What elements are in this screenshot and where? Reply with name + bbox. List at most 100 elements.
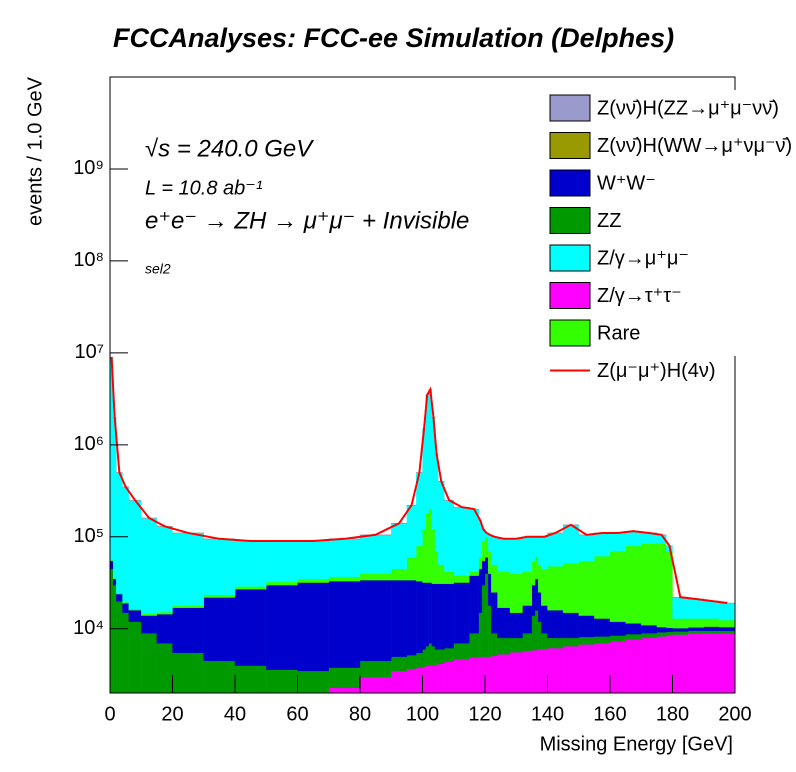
histogram-bar <box>491 564 498 593</box>
histogram-bar <box>609 550 626 622</box>
x-tick-label: 0 <box>104 703 115 725</box>
histogram-bar <box>531 536 536 562</box>
histogram-bar <box>666 550 673 628</box>
legend-label: Z/γ→μ⁺μ⁻ <box>597 247 689 269</box>
histogram-bar <box>562 637 579 647</box>
histogram-bar <box>656 543 667 628</box>
histogram-bar <box>453 582 470 644</box>
histogram-bar <box>469 508 479 572</box>
y-tick-label: 10⁴ <box>73 617 104 639</box>
histogram-bar <box>541 648 548 693</box>
histogram-bar <box>487 534 492 552</box>
histogram-bar <box>391 656 408 672</box>
histogram-bar <box>481 584 486 657</box>
x-tick-label: 120 <box>468 703 501 725</box>
legend-label: Rare <box>597 322 640 344</box>
histogram-bar <box>509 637 523 653</box>
histogram-bar <box>656 631 667 637</box>
histogram-bar <box>431 583 436 647</box>
y-axis-label: events / 1.0 GeV <box>24 76 46 226</box>
legend-swatch <box>549 282 591 309</box>
histogram-bar <box>434 648 439 665</box>
histogram-bar <box>719 619 735 628</box>
histogram-bar <box>578 615 595 638</box>
histogram-bar <box>156 526 173 613</box>
y-tick-label: 10⁸ <box>73 249 104 271</box>
histogram-bar <box>391 579 408 657</box>
histogram-bar <box>547 637 564 649</box>
histogram-bar <box>578 560 595 616</box>
legend-label: Z(νν̄)H(ZZ→μ⁺μ⁻νν̄) <box>597 97 779 119</box>
histogram-bar <box>469 575 479 634</box>
histogram-bar <box>687 618 704 628</box>
histogram-bar <box>666 635 673 693</box>
histogram-bar <box>537 591 542 622</box>
histogram-bar <box>416 652 423 668</box>
histogram-bar <box>437 583 445 650</box>
histogram-bar <box>437 564 445 584</box>
histogram-bar <box>625 622 642 635</box>
histogram-bar <box>428 582 433 644</box>
histogram-bar <box>522 571 533 606</box>
histogram-bar <box>594 555 611 619</box>
histogram-bar <box>522 632 533 651</box>
histogram-bar <box>625 545 642 624</box>
histogram-bar <box>444 583 454 649</box>
histogram-bar <box>416 545 423 582</box>
histogram-bar <box>541 568 548 606</box>
histogram-bar <box>234 540 267 587</box>
histogram-bar <box>656 626 667 633</box>
histogram-bar <box>491 655 498 693</box>
histogram-bar <box>122 602 129 613</box>
histogram-bar <box>469 657 479 693</box>
histogram-bar <box>687 632 704 693</box>
histogram-bar <box>469 632 479 658</box>
histogram-bar <box>537 648 542 693</box>
histogram-bar <box>534 557 539 580</box>
histogram-bar <box>534 536 539 558</box>
histogram-bar <box>594 642 611 693</box>
x-axis-label: Missing Energy [GeV] <box>540 733 733 755</box>
histogram-bar <box>703 626 720 631</box>
legend-label: ZZ <box>597 210 621 232</box>
x-tick-label: 80 <box>349 703 371 725</box>
chart-title: FCCAnalyses: FCC-ee Simulation (Delphes) <box>113 23 674 53</box>
histogram-bar <box>666 631 673 636</box>
histogram-bar <box>719 632 735 693</box>
histogram-bar <box>491 632 498 657</box>
histogram-bar <box>434 550 439 584</box>
histogram-bar <box>141 615 158 634</box>
histogram-bar <box>672 634 689 693</box>
histogram-bar <box>425 513 429 583</box>
histogram-bar <box>687 598 704 619</box>
histogram-bar <box>172 607 204 654</box>
x-tick-label: 40 <box>224 703 246 725</box>
y-tick-label: 10⁹ <box>73 157 104 179</box>
histogram-bar <box>453 658 470 693</box>
histogram-bar <box>487 550 492 574</box>
histogram-bar <box>128 609 142 622</box>
histogram-bar <box>428 642 433 666</box>
histogram-bar <box>562 524 579 564</box>
histogram-bar <box>541 605 548 634</box>
histogram-bar <box>509 538 523 574</box>
histogram-bar <box>297 578 329 583</box>
histogram-bar <box>641 543 658 626</box>
histogram-bar <box>547 647 564 693</box>
histogram-bar <box>719 602 735 621</box>
histogram-bar <box>359 660 392 678</box>
histogram-bar <box>594 532 611 557</box>
histogram-bar <box>478 612 483 657</box>
histogram-bar <box>522 650 533 693</box>
histogram-bar <box>625 639 642 693</box>
histogram-bar <box>666 627 673 633</box>
x-tick-label: 200 <box>718 703 751 725</box>
histogram-bar <box>444 500 454 572</box>
histogram-bar <box>487 605 492 657</box>
histogram-bar <box>609 635 626 642</box>
histogram-bar <box>656 636 667 693</box>
histogram-bar <box>547 532 564 567</box>
histogram-bar <box>703 618 720 627</box>
histogram-bar <box>534 649 539 693</box>
